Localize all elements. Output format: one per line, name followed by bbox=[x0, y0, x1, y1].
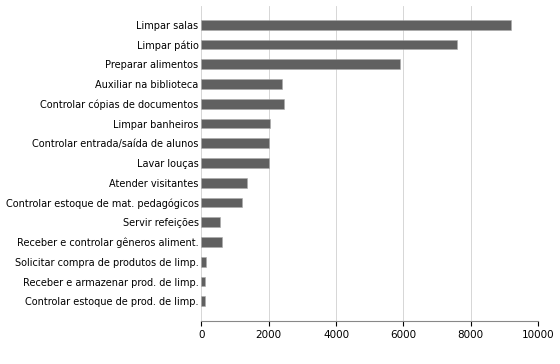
Bar bbox=[202, 277, 205, 286]
Bar bbox=[202, 257, 206, 267]
Bar bbox=[202, 119, 270, 128]
Bar bbox=[202, 99, 284, 109]
Bar bbox=[202, 59, 400, 69]
Bar bbox=[202, 237, 222, 247]
Bar bbox=[202, 79, 282, 89]
Bar bbox=[202, 20, 511, 30]
Bar bbox=[202, 40, 458, 50]
Bar bbox=[202, 198, 242, 207]
Bar bbox=[202, 138, 269, 148]
Bar bbox=[202, 158, 269, 168]
Bar bbox=[202, 178, 247, 188]
Bar bbox=[202, 296, 205, 306]
Bar bbox=[202, 217, 220, 227]
